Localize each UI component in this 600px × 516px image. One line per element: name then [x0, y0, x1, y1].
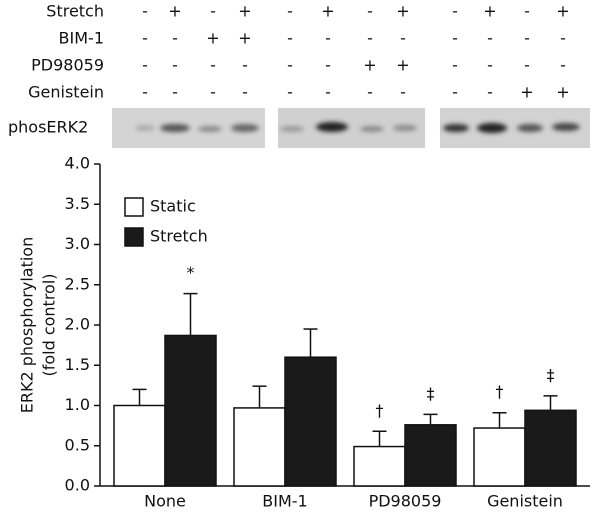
treatment-sign: +	[520, 83, 533, 102]
bar	[164, 334, 217, 487]
treatment-sign: -	[242, 83, 248, 102]
x-tick-label: None	[144, 492, 186, 511]
treatment-sign: -	[367, 2, 373, 21]
bar	[404, 424, 457, 487]
treatment-sign: +	[556, 83, 569, 102]
treatment-sign: -	[524, 2, 530, 21]
bar	[353, 445, 406, 487]
x-tick-label: PD98059	[369, 492, 442, 511]
treatment-sign: -	[400, 29, 406, 48]
treatment-sign: +	[206, 29, 219, 48]
treatment-label: Genistein	[28, 83, 104, 102]
treatment-sign: -	[142, 29, 148, 48]
treatment-sign: -	[524, 29, 530, 48]
y-axis-label: ERK2 phosphorylation	[18, 237, 37, 413]
y-tick-label: 0.5	[65, 435, 90, 454]
significance-mark: †	[376, 401, 384, 420]
y-tick-label: 1.0	[65, 395, 90, 414]
treatment-sign: +	[483, 2, 496, 21]
treatment-sign: +	[556, 2, 569, 21]
blot-image	[112, 108, 590, 148]
treatment-sign: -	[325, 83, 331, 102]
treatment-sign: -	[524, 56, 530, 75]
significance-mark: ‡	[547, 365, 555, 384]
x-tick-label: BIM-1	[262, 492, 307, 511]
treatment-label: BIM-1	[59, 29, 104, 48]
y-tick-label: 0.0	[65, 476, 90, 495]
bar	[233, 407, 286, 487]
treatment-sign: -	[210, 2, 216, 21]
treatment-sign: -	[452, 83, 458, 102]
treatment-sign: -	[487, 83, 493, 102]
treatment-sign: +	[321, 2, 334, 21]
treatment-sign: +	[238, 29, 251, 48]
y-tick-label: 1.5	[65, 355, 90, 374]
y-tick-label: 2.0	[65, 315, 90, 334]
treatment-sign: -	[242, 56, 248, 75]
treatment-sign: -	[142, 56, 148, 75]
treatment-label: PD98059	[31, 56, 104, 75]
treatment-sign: -	[452, 2, 458, 21]
significance-mark: *	[187, 263, 195, 282]
significance-mark: †	[496, 382, 504, 401]
treatment-sign: -	[487, 56, 493, 75]
treatment-sign: -	[172, 83, 178, 102]
y-axis-label: (fold control)	[40, 273, 59, 376]
treatment-sign: -	[400, 83, 406, 102]
treatment-sign: -	[287, 2, 293, 21]
treatment-sign: -	[560, 29, 566, 48]
y-tick-label: 4.0	[65, 154, 90, 173]
treatment-sign: +	[396, 2, 409, 21]
x-tick-label: Genistein	[487, 492, 563, 511]
y-tick-label: 3.0	[65, 234, 90, 253]
treatment-label: Stretch	[46, 2, 104, 21]
treatment-sign: -	[325, 29, 331, 48]
treatment-sign: -	[452, 56, 458, 75]
legend-label: Stretch	[150, 227, 208, 246]
legend-swatch	[124, 227, 144, 247]
treatment-sign: -	[287, 56, 293, 75]
treatment-sign: -	[367, 29, 373, 48]
treatment-sign: -	[142, 2, 148, 21]
treatment-sign: -	[487, 29, 493, 48]
blot-label: phosERK2	[8, 118, 88, 137]
legend-swatch	[124, 197, 144, 217]
treatment-sign: +	[363, 56, 376, 75]
bar	[284, 356, 337, 487]
treatment-sign: -	[287, 83, 293, 102]
treatment-sign: -	[560, 56, 566, 75]
legend-label: Static	[150, 197, 196, 216]
treatment-sign: -	[172, 29, 178, 48]
y-tick-label: 3.5	[65, 194, 90, 213]
treatment-sign: -	[210, 83, 216, 102]
bar	[113, 404, 166, 487]
treatment-sign: -	[452, 29, 458, 48]
bar	[473, 427, 526, 487]
treatment-sign: +	[238, 2, 251, 21]
treatment-sign: -	[287, 29, 293, 48]
significance-mark: ‡	[427, 384, 435, 403]
treatment-sign: +	[396, 56, 409, 75]
bar	[524, 409, 577, 487]
treatment-sign: -	[172, 56, 178, 75]
treatment-sign: +	[168, 2, 181, 21]
treatment-sign: -	[210, 56, 216, 75]
treatment-sign: -	[142, 83, 148, 102]
y-tick-label: 2.5	[65, 274, 90, 293]
treatment-sign: -	[367, 83, 373, 102]
treatment-sign: -	[325, 56, 331, 75]
